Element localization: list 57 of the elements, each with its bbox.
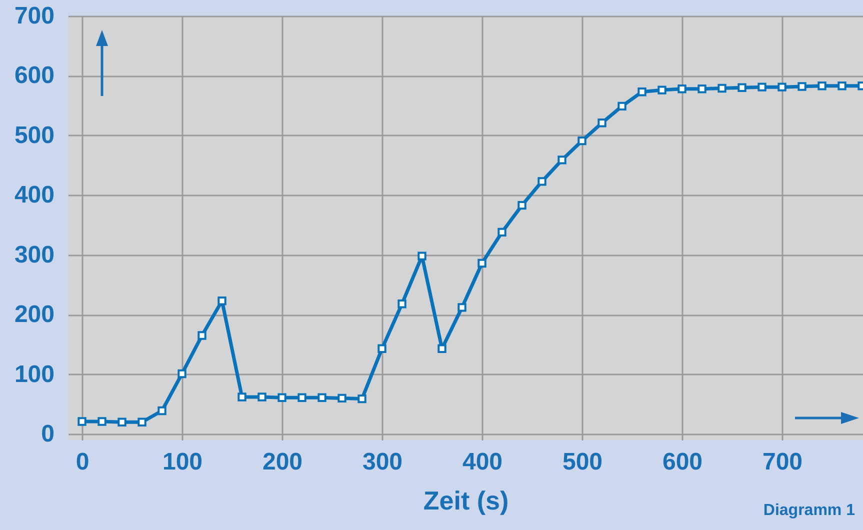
point: [498, 228, 506, 237]
y-tick-label: 700: [14, 2, 54, 30]
point: [258, 392, 266, 402]
x-tick-label: 700: [762, 448, 803, 476]
point: [278, 393, 286, 402]
y-tick-label: 300: [14, 241, 54, 268]
point: [358, 394, 366, 404]
point: [218, 296, 226, 306]
y-tick-label: 500: [14, 122, 54, 149]
y-tick-label: 100: [14, 360, 54, 388]
point: [578, 136, 586, 146]
point: [158, 406, 166, 416]
point: [718, 84, 726, 93]
point: [538, 177, 546, 186]
point: [418, 252, 426, 260]
y-tick-label: 600: [14, 62, 54, 90]
x-tick-label: 100: [162, 448, 203, 476]
point: [318, 393, 326, 402]
point: [178, 369, 186, 378]
x-tick-label: 200: [262, 448, 303, 476]
point: [238, 392, 246, 402]
y-tick-label: 0: [41, 420, 54, 448]
x-tick-label: 300: [362, 448, 403, 476]
point: [478, 258, 486, 268]
text: Diagramm 1: [763, 502, 855, 520]
point: [198, 331, 206, 340]
point: [698, 84, 706, 94]
y-tick-label: 400: [14, 182, 54, 209]
point: [518, 200, 526, 210]
point: [738, 83, 746, 92]
point: [398, 299, 406, 308]
x-axis-title: Zeit (s): [423, 486, 509, 516]
point: [378, 344, 386, 353]
point: [838, 82, 846, 90]
point: [98, 417, 106, 426]
y-tick-label: 200: [14, 301, 54, 328]
point: [618, 102, 626, 111]
point: [78, 417, 86, 426]
point: [678, 84, 686, 94]
point: [118, 418, 126, 426]
x-tick-label: 600: [662, 448, 703, 476]
point: [138, 418, 146, 426]
point: [818, 82, 826, 90]
x-tick-label: 0: [76, 448, 90, 476]
point: [778, 82, 786, 92]
point: [798, 82, 806, 91]
point: [338, 394, 346, 403]
point: [658, 86, 666, 94]
x-tick-label: 500: [562, 448, 603, 476]
point: [558, 156, 566, 164]
point: [598, 118, 606, 128]
x-tick-label: 400: [462, 448, 503, 476]
point: [458, 303, 466, 312]
point: [298, 393, 306, 402]
point: [438, 344, 446, 353]
point: [758, 82, 766, 92]
point: [638, 87, 646, 96]
